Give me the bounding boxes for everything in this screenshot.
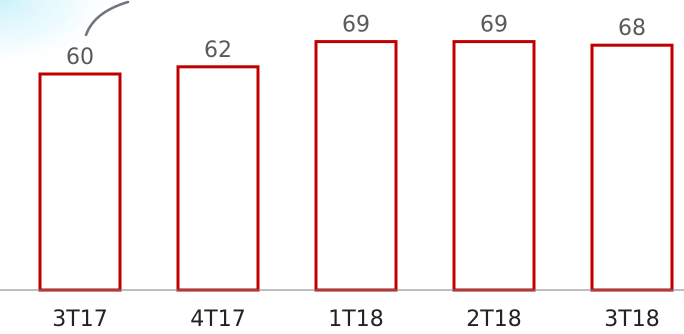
- value-label-2T18: 69: [480, 13, 508, 38]
- bar-2T18: [452, 40, 536, 292]
- value-labels-group: 60 62 69 69 68: [66, 13, 646, 70]
- value-label-1T18: 69: [342, 13, 370, 38]
- category-labels-group: 3T17 4T17 1T18 2T18 3T18: [52, 307, 659, 332]
- category-label-2T18: 2T18: [466, 307, 521, 332]
- value-label-4T17: 62: [204, 38, 232, 63]
- bar-4T17: [176, 65, 260, 292]
- bar-3T17: [38, 72, 122, 292]
- value-label-3T17: 60: [66, 45, 94, 70]
- category-label-4T17: 4T17: [190, 307, 245, 332]
- background-decoration: [0, 0, 130, 70]
- category-label-1T18: 1T18: [328, 307, 383, 332]
- swoosh-curve: [84, 0, 130, 37]
- value-label-3T18: 68: [618, 16, 646, 41]
- category-label-3T17: 3T17: [52, 307, 107, 332]
- category-label-3T18: 3T18: [604, 307, 659, 332]
- bars-group: [38, 40, 674, 292]
- corner-glow: [0, 0, 120, 70]
- bar-3T18: [590, 43, 674, 292]
- bar-1T18: [314, 40, 398, 292]
